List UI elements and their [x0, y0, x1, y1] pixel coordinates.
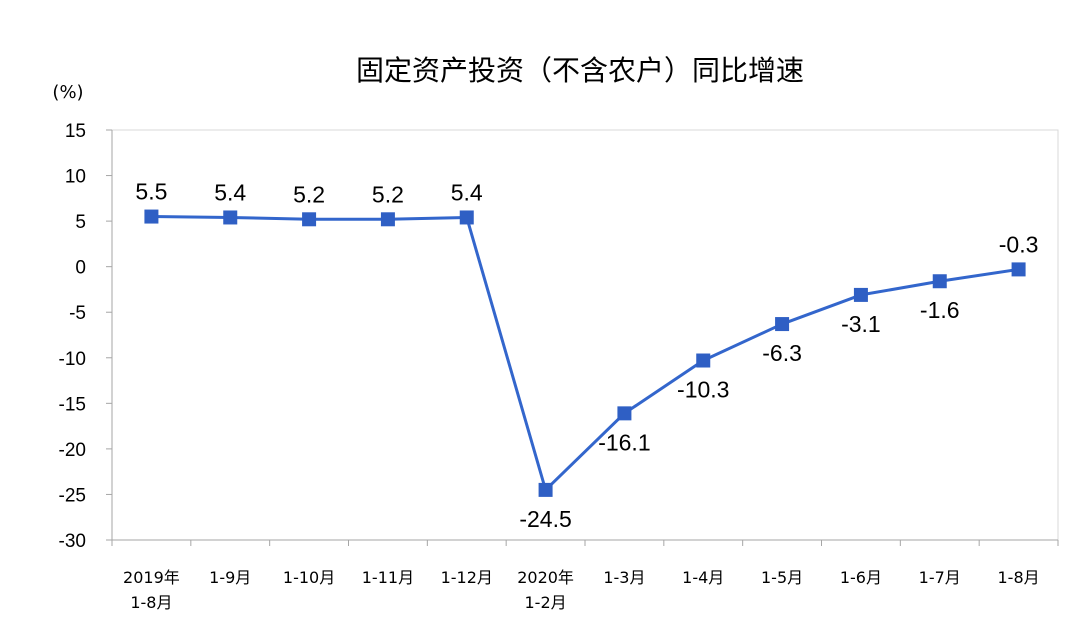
data-point-marker — [144, 209, 159, 224]
y-tick-label: -20 — [59, 440, 86, 461]
data-point-marker — [459, 210, 474, 225]
data-point-marker — [223, 210, 238, 225]
data-point-marker — [538, 482, 553, 497]
data-point-marker — [853, 287, 868, 302]
x-tick-label: 1-10月 — [283, 568, 335, 587]
data-label: 5.2 — [372, 181, 404, 207]
data-label: 5.4 — [214, 179, 246, 205]
plot-area — [111, 129, 1059, 541]
series-main: 5.5 5.4 5.2 5.2 5.4 -24.5 -16.1 -10.3 -6.3 -3.1 -1… — [135, 179, 1038, 532]
data-point-marker — [617, 406, 632, 421]
y-tick-label: -30 — [59, 531, 86, 552]
y-unit-label: (%) — [52, 82, 83, 103]
data-point-marker — [1011, 262, 1026, 277]
x-tick-label: 2019年 1-8月 — [123, 568, 180, 612]
y-tick-label: -25 — [59, 485, 86, 506]
data-point-marker — [775, 317, 790, 332]
data-point-marker — [380, 212, 395, 227]
y-tick-label: 15 — [65, 121, 86, 142]
series-line — [151, 215, 1019, 492]
y-axis: 15 10 5 0 -5 -10 -15 -20 -25 -30 — [59, 121, 113, 552]
x-tick-label: 1-4月 — [682, 568, 724, 587]
x-tick-label: 1-7月 — [919, 568, 961, 587]
x-axis: 2019年 1-8月 1-9月 1-10月 1-11月 1-12月 2020年 1-2月 1-3… — [111, 539, 1059, 612]
data-label: -6.3 — [762, 340, 802, 366]
data-point-marker — [932, 274, 947, 289]
x-tick-label: 1-11月 — [362, 568, 414, 587]
data-point-marker — [302, 212, 317, 227]
y-tick-label: 0 — [75, 258, 86, 279]
data-label: 5.2 — [293, 181, 325, 207]
x-tick-label: 1-8月 — [998, 568, 1040, 587]
data-label: -24.5 — [519, 506, 571, 532]
y-tick-label: -10 — [59, 349, 86, 370]
x-tick-label: 1-12月 — [441, 568, 493, 587]
x-tick-label: 1-6月 — [840, 568, 882, 587]
x-tick-label: 1-9月 — [209, 568, 251, 587]
data-label: -1.6 — [920, 297, 960, 323]
y-tick-label: -5 — [69, 303, 86, 324]
y-tick-label: 10 — [65, 167, 86, 188]
x-tick-label: 1-5月 — [761, 568, 803, 587]
data-label: -0.3 — [999, 231, 1039, 257]
x-tick-label: 2020年 1-2月 — [517, 568, 574, 612]
data-label: 5.4 — [451, 179, 483, 205]
y-tick-label: 5 — [75, 212, 86, 233]
chart-title: 固定资产投资（不含农户）同比增速 — [356, 54, 804, 87]
data-label: 5.5 — [135, 179, 167, 205]
y-tick-label: -15 — [59, 394, 86, 415]
data-label: -3.1 — [841, 311, 881, 337]
data-label: -16.1 — [598, 429, 650, 455]
data-point-marker — [696, 353, 711, 368]
x-tick-label: 1-3月 — [603, 568, 645, 587]
data-label: -10.3 — [677, 377, 729, 403]
